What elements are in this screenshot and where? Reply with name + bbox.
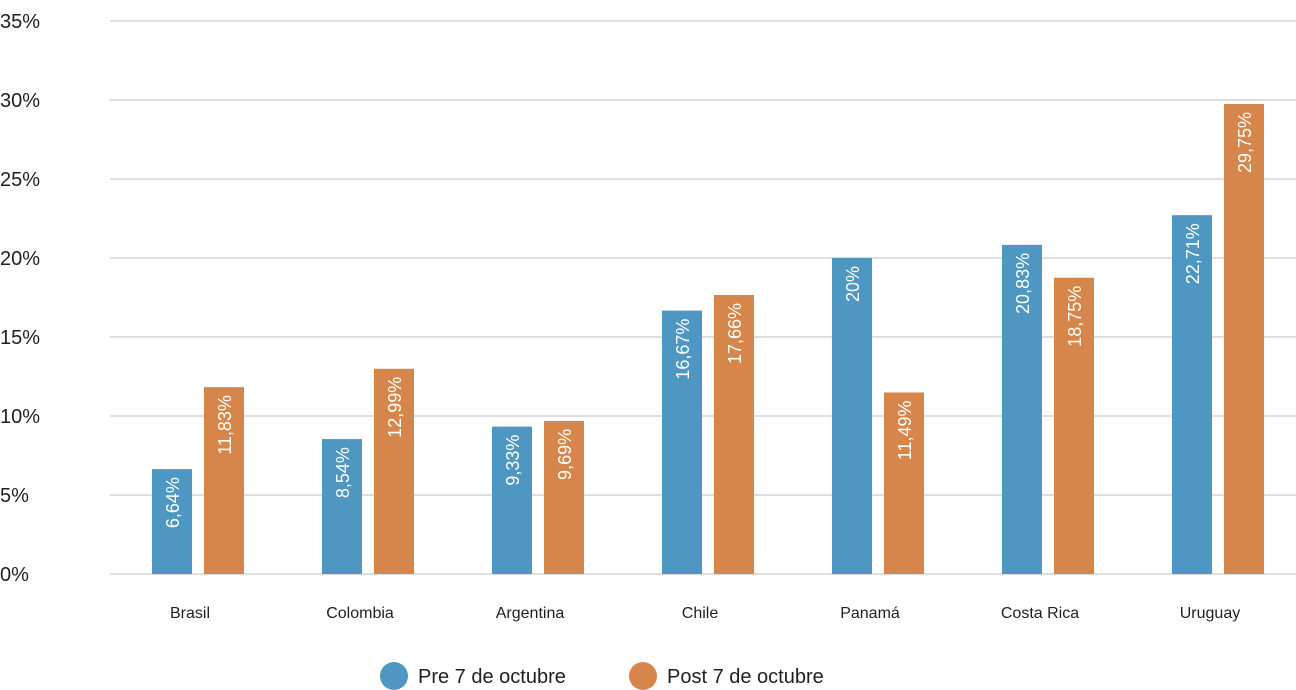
y-tick-label: 20% bbox=[0, 248, 40, 270]
x-category-label: Costa Rica bbox=[1001, 605, 1079, 622]
bars bbox=[152, 103, 1264, 575]
bar-post bbox=[714, 294, 754, 574]
legend-swatch bbox=[380, 662, 408, 690]
data-label: 6,64% bbox=[163, 477, 183, 528]
bar-pre bbox=[152, 469, 192, 574]
x-category-label: Brasil bbox=[170, 605, 210, 622]
bar-post bbox=[374, 368, 414, 574]
legend-label: Pre 7 de octubre bbox=[418, 666, 566, 688]
bar-pre bbox=[1172, 215, 1212, 574]
x-category-label: Panamá bbox=[840, 605, 900, 622]
bar-pre bbox=[1002, 244, 1042, 575]
y-tick-label: 25% bbox=[0, 169, 40, 191]
y-tick-label: 30% bbox=[0, 90, 40, 112]
data-label: 18,75% bbox=[1065, 286, 1085, 347]
data-label: 22,71% bbox=[1183, 223, 1203, 284]
bar-post bbox=[884, 392, 924, 574]
bar-pre bbox=[492, 426, 532, 574]
y-axis-ticks: 0% 5% 10% 15% 20% 25% 30% 35% bbox=[0, 11, 40, 586]
legend-swatch bbox=[629, 662, 657, 690]
x-category-label: Colombia bbox=[326, 605, 394, 622]
bar-pre bbox=[322, 439, 362, 574]
data-label: 12,99% bbox=[385, 377, 405, 438]
x-category-label: Uruguay bbox=[1180, 605, 1240, 622]
data-label: 20% bbox=[843, 266, 863, 302]
data-label: 29,75% bbox=[1235, 112, 1255, 173]
gridlines bbox=[110, 20, 1296, 575]
y-tick-label: 0% bbox=[0, 564, 29, 586]
data-label: 16,67% bbox=[673, 319, 693, 380]
bar-post bbox=[1054, 277, 1094, 574]
x-axis-categories: Brasil Colombia Argentina Chile Panamá Costa … bbox=[170, 605, 1240, 622]
y-tick-label: 10% bbox=[0, 406, 40, 428]
bar-post bbox=[544, 420, 584, 574]
y-tick-label: 35% bbox=[0, 11, 40, 33]
bar-post bbox=[204, 387, 244, 574]
y-tick-label: 15% bbox=[0, 327, 40, 349]
data-label: 20,83% bbox=[1013, 253, 1033, 314]
data-labels: 6,64% 11,83% 8,54% 12,99% 9,33% 9,69% 16,67% 17… bbox=[163, 112, 1255, 528]
data-label: 11,49% bbox=[895, 400, 915, 460]
x-category-label: Chile bbox=[682, 605, 719, 622]
legend-label: Post 7 de octubre bbox=[667, 666, 824, 688]
legend: Pre 7 de octubre Post 7 de octubre bbox=[380, 662, 824, 690]
data-label: 9,69% bbox=[555, 429, 575, 480]
data-label: 9,33% bbox=[503, 435, 523, 486]
x-category-label: Argentina bbox=[496, 605, 565, 622]
bar-pre bbox=[832, 258, 872, 574]
data-label: 17,66% bbox=[725, 303, 745, 364]
bar-pre bbox=[662, 310, 702, 574]
data-label: 11,83% bbox=[215, 395, 235, 455]
data-label: 8,54% bbox=[333, 447, 353, 498]
bar-post bbox=[1224, 103, 1264, 574]
y-tick-label: 5% bbox=[0, 485, 29, 507]
